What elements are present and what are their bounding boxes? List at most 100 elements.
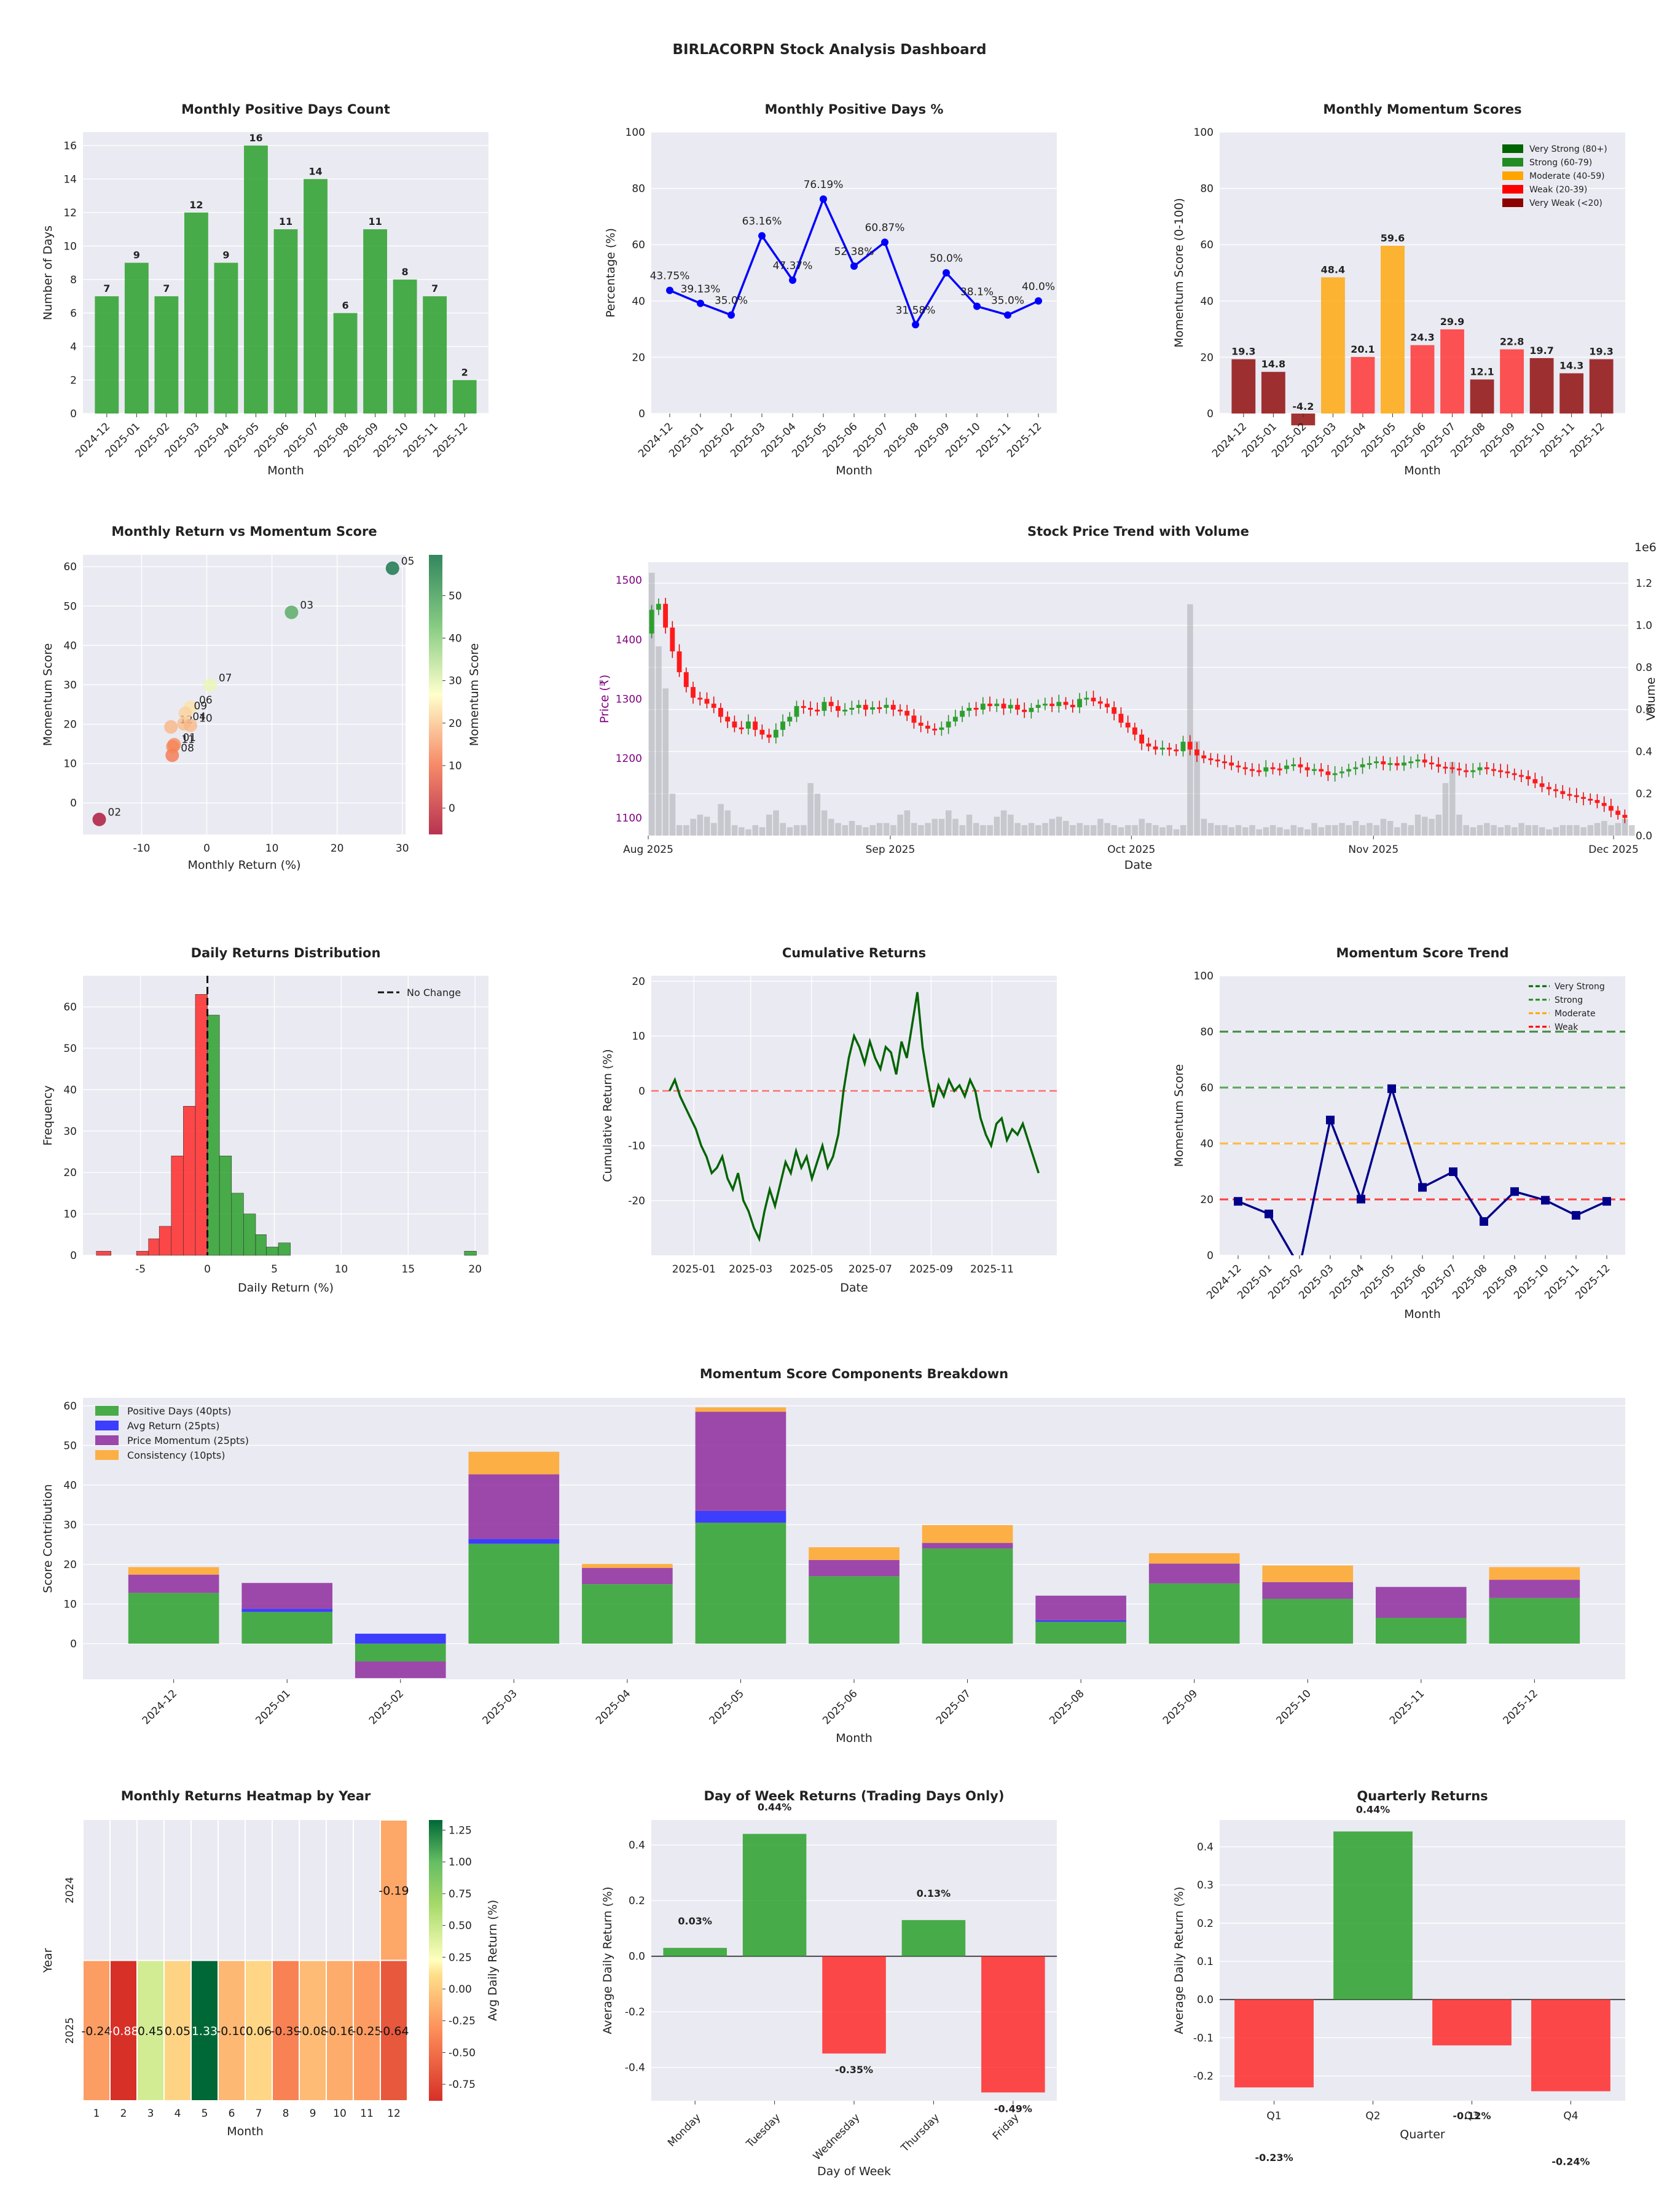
candle-body: [1518, 775, 1524, 777]
volume-bar: [697, 814, 704, 836]
x-axis-label: Month: [836, 464, 873, 477]
y-axis-label: Momentum Score (0-100): [1172, 198, 1186, 348]
volume-bar: [1173, 829, 1180, 836]
candle-body: [884, 705, 889, 708]
volume-bar: [918, 825, 924, 836]
volume-bar: [662, 688, 669, 836]
candle-body: [711, 704, 716, 708]
heatmap-cell-label: -0.25: [351, 2025, 382, 2038]
volume-bar: [994, 817, 1000, 836]
bar-value-label: 14.8: [1261, 358, 1285, 370]
colorbar-tick-label: 1.25: [449, 1825, 472, 1837]
scatter-point: [92, 812, 106, 826]
candle-body: [1291, 764, 1296, 766]
stacked-segment: [1035, 1622, 1126, 1644]
y-tick-label: 0.0: [629, 1951, 645, 1963]
chart-title: Momentum Score Components Breakdown: [700, 1367, 1008, 1381]
volume-bar: [780, 823, 786, 836]
volume-bar: [1539, 827, 1545, 836]
legend-label: Price Momentum (25pts): [127, 1435, 249, 1446]
candle-body: [1367, 763, 1372, 765]
y-tick-label: 0.2: [1197, 1918, 1214, 1930]
volume-bar: [1125, 825, 1131, 836]
candle-body: [1249, 769, 1255, 771]
candle-body: [1394, 763, 1400, 766]
data-point: [1035, 297, 1042, 305]
data-point-label: 76.19%: [804, 179, 844, 191]
heatmap-cell-label: -0.10: [216, 2025, 246, 2038]
y-tick-label: 80: [632, 183, 645, 195]
volume-bar: [966, 814, 973, 836]
volume-bar: [1553, 827, 1559, 836]
candle-body: [1159, 747, 1165, 750]
bar: [1529, 358, 1554, 414]
volume-bar: [1497, 827, 1504, 836]
stacked-segment: [355, 1633, 446, 1644]
candle-body: [1139, 734, 1145, 744]
candle-body: [1429, 763, 1434, 765]
volume-bar: [973, 823, 979, 836]
colorbar-tick-label: 50: [449, 590, 462, 602]
stacked-segment: [809, 1547, 900, 1560]
momentum-marker: [1572, 1210, 1580, 1220]
data-point: [973, 302, 981, 310]
volume-bar: [842, 825, 849, 836]
volume-bar: [1608, 825, 1614, 836]
volume-bar: [876, 823, 883, 836]
volume-bar: [1263, 827, 1269, 836]
x-tick-label: 0: [204, 1263, 211, 1276]
y-tick-label: 20: [1200, 1194, 1214, 1206]
volume-bar: [1594, 823, 1601, 836]
y-tick-label: 0: [70, 1250, 77, 1262]
data-point-label: 43.75%: [650, 270, 690, 283]
x-axis-label: Day of Week: [817, 2165, 891, 2178]
volume-bar: [1422, 817, 1428, 836]
candle-body: [1118, 713, 1124, 723]
x-tick-label: -10: [133, 842, 151, 855]
bar: [214, 262, 238, 414]
volume-bar: [821, 810, 828, 836]
candle-body: [822, 702, 827, 711]
stacked-segment: [582, 1584, 673, 1644]
bar-value-label: 9: [222, 249, 229, 261]
bar-value-label: 7: [103, 283, 110, 294]
bar-value-label: 19.7: [1529, 345, 1553, 356]
x-tick-label: 5: [271, 1263, 278, 1276]
stacked-segment: [582, 1564, 673, 1568]
volume-bar: [1580, 827, 1586, 836]
stacked-segment: [128, 1567, 219, 1575]
stacked-segment: [1375, 1618, 1467, 1644]
volume-bar: [669, 793, 676, 836]
candle-body: [1464, 770, 1469, 772]
volume-bar: [1269, 825, 1276, 836]
x-axis-label: Month: [1404, 1308, 1441, 1321]
candle-body: [918, 723, 924, 726]
bar: [1531, 1999, 1610, 2092]
candle-body: [1277, 768, 1282, 771]
point-label: 09: [194, 700, 208, 713]
y-tick-label: 30: [63, 1126, 77, 1138]
colorbar-label: Momentum Score: [468, 643, 481, 747]
y-tick-label: 50: [63, 1440, 77, 1452]
volume-bar: [1145, 823, 1152, 836]
candle-body: [1304, 767, 1310, 771]
chart-day-of-week: -0.4 -0.2 0.0 0.2 0.4 0.03% 0.44% -0.35% 0.13% -0…: [601, 1789, 1057, 2178]
volume-bar: [1000, 810, 1007, 836]
candle-body: [1132, 727, 1137, 735]
legend-swatch: [95, 1406, 119, 1416]
x-tick-label: Sep 2025: [866, 844, 916, 856]
bar: [1440, 329, 1464, 414]
stacked-segment: [1035, 1620, 1126, 1622]
chart-title: Monthly Momentum Scores: [1323, 102, 1521, 117]
candle-body: [1567, 794, 1572, 796]
candle-body: [870, 707, 875, 710]
chart-returns-heatmap: -0.19 -0.24-0.880.45 0.05 1.33-0.100.06-0.3…: [41, 1789, 500, 2138]
bar-value-label: 14.3: [1559, 360, 1583, 372]
volume-bar: [1132, 825, 1138, 836]
volume-bar: [759, 827, 766, 836]
colorbar-label: Avg Daily Return (%): [486, 1900, 500, 2021]
candle-body: [815, 709, 820, 712]
volume-bar: [1504, 825, 1511, 836]
volume-bar: [1056, 817, 1062, 836]
candle-body: [656, 603, 661, 610]
